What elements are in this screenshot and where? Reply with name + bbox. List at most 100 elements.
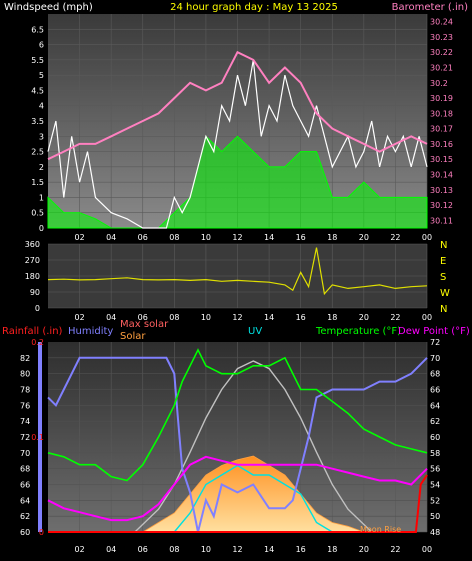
x-tick-label: 14 [264,233,274,242]
barometer-tick-label: 30.18 [430,109,453,118]
barometer-tick-label: 30.22 [430,48,453,57]
x-tick-label: 18 [327,233,337,242]
barometer-tick-label: 30.12 [430,201,453,210]
barometer-tick-label: 30.15 [430,155,453,164]
wind-tick-label: 5.5 [31,56,44,65]
temp-ticks: 02 04 06 08 10 12 14 16 18 20 22 00 60 62 64 66 68 70 72 74… [20,338,440,554]
wind-tick-label: 4.5 [31,86,44,95]
x-tick-label: 12 [232,313,242,322]
temp-tick-label: 70 [430,354,440,363]
temp-series [38,342,428,533]
x-tick-label: 04 [106,313,116,322]
x-tick-label: 22 [390,545,400,554]
humidity-line [47,356,428,533]
temp-tick-label: 58 [430,449,440,458]
x-tick-label: 08 [169,233,179,242]
rain-tick-label: 0 [39,528,44,537]
x-tick-label: 06 [138,233,148,242]
x-tick-label: 12 [232,545,242,554]
temp-tick-label: 48 [430,528,440,537]
temp-tick-label: 66 [430,386,440,395]
legend-uv: UV [248,326,262,337]
direction-tick-label: 360 [25,240,40,249]
temp-tick-label: 64 [430,401,440,410]
gust-area [47,135,428,229]
wind-tick-label: 1.5 [31,178,44,187]
temp-tick-label: 56 [430,465,440,474]
legend-solar: Solar [120,331,146,342]
humidity-tick-label: 64 [20,496,30,505]
wind-tick-label: 1 [39,193,44,202]
x-tick-label: 08 [169,545,179,554]
x-tick-label: 06 [138,545,148,554]
uv-line [173,464,333,533]
x-tick-label: 18 [327,545,337,554]
wind-tick-label: 6.5 [31,25,44,34]
direction-tick-label: 180 [25,272,40,281]
x-tick-label: 06 [138,313,148,322]
x-tick-label: 10 [201,545,211,554]
dewpoint-line [47,455,428,522]
x-tick-label: 20 [359,545,369,554]
barometer-tick-label: 30.13 [430,186,453,195]
legend: Rainfall (.in) Humidity Max solar Solar … [2,319,470,342]
compass-label: S [440,272,446,283]
wind-tick-label: 2.5 [31,148,44,157]
x-tick-label: 02 [74,233,84,242]
wind-tick-label: 6 [39,41,44,50]
direction-grid [48,243,428,309]
x-tick-label: 22 [390,233,400,242]
wind-ticks: 02 04 06 08 10 12 14 16 18 20 22 0000.511.522.533.5… [31,18,453,242]
x-tick-label: 02 [74,313,84,322]
temp-tick-label: 54 [430,481,440,490]
x-tick-label: 16 [296,545,306,554]
compass-label: N [440,304,447,315]
barometer-tick-label: 30.19 [430,94,453,103]
temperature-line [47,348,428,482]
barometer-tick-label: 30.21 [430,64,453,73]
x-tick-label: 02 [74,545,84,554]
legend-temperature: Temperature (°F) [315,326,401,337]
wind-direction-line [47,247,428,296]
humidity-tick-label: 70 [20,449,30,458]
legend-max-solar: Max solar [120,319,169,330]
humidity-tick-label: 82 [20,354,30,363]
x-tick-label: 14 [264,313,274,322]
x-tick-label: 10 [201,313,211,322]
temp-tick-label: 60 [430,433,440,442]
compass-label: N [440,240,447,251]
x-tick-label: 00 [422,313,432,322]
barometer-tick-label: 30.14 [430,171,453,180]
humidity-axis-bar [38,342,42,532]
humidity-tick-label: 76 [20,401,30,410]
humidity-tick-label: 68 [20,465,30,474]
barometer-tick-label: 30.17 [430,125,453,134]
temp-tick-label: 72 [430,338,440,347]
direction-tick-label: 90 [30,288,40,297]
x-tick-label: 12 [232,233,242,242]
humidity-tick-label: 72 [20,433,30,442]
wind-series [47,50,428,229]
compass-label: E [440,256,446,267]
wind-axis-title: Windspeed (mph) [4,2,93,13]
x-tick-label: 08 [169,313,179,322]
humidity-tick-label: 74 [20,417,30,426]
barometer-tick-label: 30.16 [430,140,453,149]
x-tick-label: 16 [296,233,306,242]
compass-label: W [440,288,450,299]
wind-tick-label: 5 [39,71,44,80]
moon-rise-annotation: Moon Rise [360,525,401,534]
x-tick-label: 14 [264,545,274,554]
barometer-tick-label: 30.2 [430,79,448,88]
barometer-tick-label: 30.11 [430,216,453,225]
x-tick-label: 04 [106,233,116,242]
wind-tick-label: 4 [39,102,44,111]
rainfall-line [48,474,428,533]
wind-tick-label: 0 [39,224,44,233]
humidity-tick-label: 78 [20,386,30,395]
legend-rainfall: Rainfall (.in) [2,326,63,337]
rain-tick-label: 0.1 [31,433,44,442]
wind-tick-label: 2 [39,163,44,172]
